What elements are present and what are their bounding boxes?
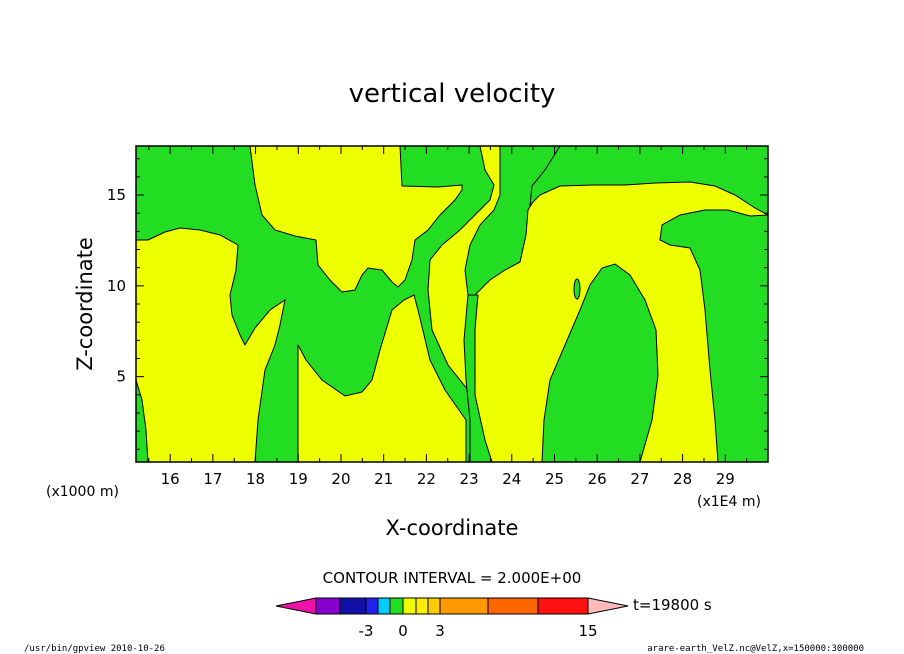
x-tick-label: 26 <box>588 470 607 488</box>
y-axis-ticks: 5 10 15 <box>107 158 768 450</box>
colorbar-segment <box>315 597 341 615</box>
x-scale-note: (x1000 m) <box>46 484 119 500</box>
x-tick-label: 23 <box>460 470 479 488</box>
colorbar-segment <box>389 597 404 615</box>
colorbar-segment <box>377 597 391 615</box>
x-tick-label: 17 <box>203 470 222 488</box>
x-tick-label: 20 <box>331 470 350 488</box>
contour-interval-text: CONTOUR INTERVAL = 2.000E+00 <box>323 569 582 587</box>
colorbar-segment <box>537 597 589 615</box>
y-axis-label: Z-coordinate <box>73 237 97 371</box>
negative-region-far-right <box>659 146 769 463</box>
x-tick-label: 29 <box>716 470 735 488</box>
negative-region-right-lower <box>541 263 659 463</box>
y-tick-label: 15 <box>107 186 126 204</box>
colorbar-lower-extend <box>275 597 317 615</box>
x-axis-ticks: 16 17 18 19 20 21 22 23 24 25 26 27 28 29 <box>148 146 748 488</box>
colorbar-tick-label: 3 <box>435 622 445 640</box>
y-tick-label: 5 <box>116 368 126 386</box>
colorbar-time-label: t=19800 s <box>633 596 712 614</box>
colorbar-upper-extend <box>587 597 629 615</box>
colorbar-segment <box>439 597 489 615</box>
colorbar-segment <box>402 597 417 615</box>
y-tick-label: 10 <box>107 277 126 295</box>
colorbar: -3 0 3 15 <box>275 597 629 640</box>
x-tick-label: 28 <box>673 470 692 488</box>
colorbar-segment <box>365 597 379 615</box>
colorbar-segment <box>487 597 539 615</box>
colorbar-tick-label: 15 <box>578 622 597 640</box>
negative-region-top-right <box>529 145 769 216</box>
negative-region-small-cell <box>573 278 581 300</box>
colorbar-segment <box>415 597 429 615</box>
x-tick-label: 21 <box>374 470 393 488</box>
x-axis-label: X-coordinate <box>386 516 519 540</box>
x-tick-label: 24 <box>502 470 521 488</box>
contour-fill-layer <box>135 145 769 463</box>
footer-left: /usr/bin/gpview 2010-10-26 <box>24 644 165 654</box>
x-tick-label: 25 <box>545 470 564 488</box>
x-unit-note: (x1E4 m) <box>697 494 761 510</box>
colorbar-segment <box>339 597 367 615</box>
chart-title: vertical velocity <box>349 79 556 109</box>
colorbar-tick-label: 0 <box>398 622 408 640</box>
x-tick-label: 27 <box>630 470 649 488</box>
x-tick-label: 22 <box>417 470 436 488</box>
colorbar-tick-label: -3 <box>359 622 374 640</box>
x-tick-label: 19 <box>289 470 308 488</box>
footer-right: arare-earth_VelZ.nc@VelZ,x=150000:300000 <box>647 644 864 654</box>
x-tick-label: 16 <box>161 470 180 488</box>
x-tick-label: 18 <box>246 470 265 488</box>
colorbar-segment <box>427 597 441 615</box>
